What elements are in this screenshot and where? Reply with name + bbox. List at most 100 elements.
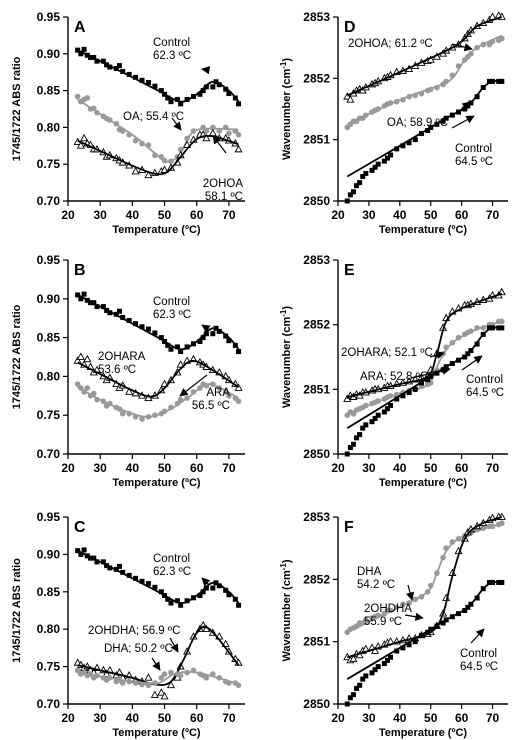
- data-point: [88, 555, 94, 561]
- data-point: [343, 92, 352, 100]
- data-point: [100, 559, 106, 565]
- series-ara: [344, 318, 505, 419]
- data-point: [165, 342, 171, 348]
- fit-curve: [77, 49, 240, 103]
- data-point: [165, 95, 171, 101]
- annotation-label: Control 62.3 ºC: [153, 37, 191, 62]
- series-2ohara: [73, 352, 243, 401]
- data-point: [119, 680, 126, 686]
- data-point: [449, 539, 456, 545]
- data-point: [176, 360, 185, 368]
- data-point: [139, 416, 145, 422]
- data-point: [357, 180, 363, 186]
- x-tick-label: 20: [331, 711, 345, 725]
- data-point: [78, 551, 84, 557]
- y-axis-label: 1745/1722 ABS ratio: [11, 304, 23, 409]
- y-tick-label: 0.95: [37, 510, 61, 524]
- fit-curve: [77, 383, 239, 418]
- data-point: [202, 133, 211, 142]
- data-point: [88, 300, 94, 306]
- x-tick-label: 30: [94, 461, 108, 475]
- annotation-line: 2OHARA; 52.1 ºC: [341, 347, 433, 359]
- data-point: [388, 403, 394, 408]
- data-point: [83, 354, 92, 363]
- data-point: [120, 569, 126, 575]
- data-point: [381, 409, 387, 415]
- x-tick-label: 60: [190, 208, 204, 222]
- data-point: [235, 131, 242, 138]
- data-point: [139, 324, 145, 330]
- x-tick-label: 60: [190, 711, 204, 725]
- data-point: [197, 338, 203, 344]
- data-point: [384, 657, 390, 663]
- series-control: [75, 547, 242, 608]
- data-point: [347, 695, 353, 701]
- series-ara: [74, 381, 242, 422]
- data-point: [497, 287, 506, 296]
- data-point: [145, 80, 151, 86]
- data-point: [406, 642, 412, 648]
- annotation-label: 2OHDHA 55.9 ºC: [364, 603, 412, 628]
- annotation-arrow: [470, 628, 485, 644]
- data-point: [210, 585, 216, 591]
- data-point: [145, 326, 151, 332]
- data-point: [347, 445, 353, 451]
- data-point: [80, 133, 89, 142]
- data-point: [116, 63, 122, 69]
- x-axis-label: Temperature (ºC): [112, 477, 200, 489]
- annotation-arrow: [451, 43, 473, 52]
- data-point: [120, 314, 126, 320]
- x-tick-label: 50: [424, 208, 438, 222]
- x-tick-label: 60: [190, 461, 204, 475]
- annotation-label: 2OHARA 53.6 ºC: [98, 351, 146, 376]
- data-point: [133, 321, 139, 327]
- y-tick-label: 2851: [303, 382, 330, 396]
- y-tick-label: 0.80: [37, 622, 61, 636]
- x-tick-label: 20: [61, 208, 75, 222]
- data-point: [344, 701, 350, 707]
- y-tick-label: 2850: [303, 697, 330, 711]
- series-control: [344, 325, 505, 457]
- y-tick-label: 0.85: [37, 585, 61, 599]
- data-point: [203, 585, 209, 591]
- data-point: [102, 669, 111, 677]
- data-point: [346, 95, 355, 103]
- annotation-label: Control 62.3 ºC: [153, 553, 191, 578]
- data-point: [178, 349, 184, 355]
- data-point: [360, 676, 366, 682]
- data-point: [94, 58, 100, 64]
- data-point: [100, 58, 106, 64]
- x-tick-label: 70: [222, 461, 236, 475]
- x-tick-label: 40: [126, 461, 140, 475]
- data-point: [107, 310, 113, 316]
- data-point: [78, 51, 84, 57]
- annotation-line: 2OHOA; 61.2 ºC: [348, 38, 433, 50]
- series-control: [75, 46, 242, 107]
- annotation-label: 2OHOA 58.1 ºC: [203, 178, 244, 203]
- fit-curve: [77, 359, 240, 398]
- annotation-arrow: [410, 366, 451, 379]
- y-tick-label: 0.85: [37, 331, 61, 345]
- data-point: [158, 335, 164, 341]
- annotation-line: 2OHDHA: [364, 603, 412, 615]
- data-point: [235, 398, 242, 405]
- data-point: [375, 412, 381, 418]
- data-point: [126, 318, 132, 324]
- annotation-arrow: [171, 117, 182, 131]
- x-tick-label: 30: [362, 711, 376, 725]
- x-axis-label: Temperature (ºC): [112, 727, 200, 739]
- data-point: [400, 645, 406, 651]
- fit-curve: [346, 34, 503, 126]
- data-point: [125, 387, 134, 395]
- data-point: [152, 330, 158, 336]
- y-tick-label: 2851: [303, 635, 330, 649]
- data-point: [400, 143, 406, 149]
- series-dha: [74, 667, 242, 689]
- annotation-line: 62.3 ºC: [153, 50, 191, 62]
- data-point: [165, 596, 171, 602]
- x-tick-label: 60: [455, 208, 469, 222]
- data-point: [357, 682, 363, 688]
- data-point: [360, 173, 366, 179]
- data-point: [174, 96, 180, 102]
- data-point: [226, 393, 232, 399]
